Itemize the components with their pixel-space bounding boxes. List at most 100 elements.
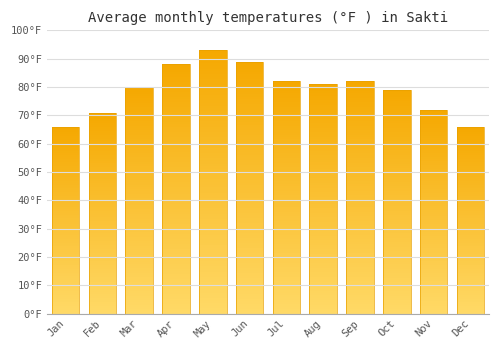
Bar xyxy=(199,303,226,306)
Bar xyxy=(236,175,264,177)
Bar xyxy=(383,199,410,202)
Bar xyxy=(272,286,300,288)
Bar xyxy=(162,87,190,89)
Bar xyxy=(420,269,448,271)
Bar xyxy=(346,98,374,100)
Bar xyxy=(383,153,410,155)
Bar xyxy=(420,177,448,179)
Bar xyxy=(236,296,264,299)
Bar xyxy=(272,290,300,293)
Bar xyxy=(199,56,226,58)
Bar xyxy=(162,97,190,99)
Bar xyxy=(272,158,300,160)
Bar xyxy=(199,251,226,253)
Bar xyxy=(88,173,116,175)
Bar xyxy=(88,157,116,159)
Bar xyxy=(236,104,264,107)
Bar xyxy=(420,128,448,130)
Bar xyxy=(272,262,300,265)
Bar xyxy=(383,144,410,146)
Bar xyxy=(236,145,264,147)
Bar xyxy=(456,301,484,302)
Bar xyxy=(310,148,337,151)
Bar xyxy=(88,125,116,127)
Bar xyxy=(52,259,80,261)
Bar xyxy=(52,217,80,218)
Bar xyxy=(310,266,337,268)
Bar xyxy=(346,186,374,188)
Bar xyxy=(383,173,410,175)
Bar xyxy=(236,218,264,220)
Bar xyxy=(126,216,153,218)
Bar xyxy=(272,184,300,186)
Bar xyxy=(88,163,116,165)
Bar xyxy=(88,199,116,201)
Bar xyxy=(126,148,153,150)
Bar xyxy=(52,190,80,192)
Bar xyxy=(272,242,300,244)
Bar xyxy=(52,288,80,289)
Bar xyxy=(346,149,374,151)
Bar xyxy=(310,142,337,144)
Bar xyxy=(199,190,226,192)
Bar xyxy=(310,199,337,201)
Title: Average monthly temperatures (°F ) in Sakti: Average monthly temperatures (°F ) in Sa… xyxy=(88,11,448,25)
Bar xyxy=(199,129,226,132)
Bar xyxy=(383,244,410,246)
Bar xyxy=(52,149,80,151)
Bar xyxy=(346,112,374,114)
Bar xyxy=(310,146,337,148)
Bar xyxy=(126,139,153,141)
Bar xyxy=(199,124,226,127)
Bar xyxy=(88,227,116,229)
Bar xyxy=(383,94,410,97)
Bar xyxy=(126,246,153,248)
Bar xyxy=(383,260,410,262)
Bar xyxy=(383,117,410,119)
Bar xyxy=(346,153,374,156)
Bar xyxy=(236,271,264,273)
Bar xyxy=(52,237,80,239)
Bar xyxy=(383,193,410,195)
Bar xyxy=(383,287,410,289)
Bar xyxy=(420,238,448,240)
Bar xyxy=(52,147,80,149)
Bar xyxy=(272,304,300,307)
Bar xyxy=(88,261,116,264)
Bar xyxy=(88,275,116,278)
Bar xyxy=(88,197,116,199)
Bar xyxy=(310,236,337,238)
Bar xyxy=(272,100,300,102)
Bar xyxy=(456,187,484,188)
Bar xyxy=(199,177,226,179)
Bar xyxy=(52,224,80,226)
Bar xyxy=(346,221,374,223)
Bar xyxy=(88,298,116,300)
Bar xyxy=(199,153,226,156)
Bar xyxy=(236,273,264,276)
Bar xyxy=(199,77,226,79)
Bar xyxy=(420,281,448,283)
Bar xyxy=(383,114,410,117)
Bar xyxy=(346,279,374,281)
Bar xyxy=(420,306,448,308)
Bar xyxy=(199,79,226,82)
Bar xyxy=(310,229,337,231)
Bar xyxy=(420,236,448,238)
Bar xyxy=(88,296,116,298)
Bar xyxy=(126,266,153,268)
Bar xyxy=(199,137,226,140)
Bar xyxy=(420,224,448,226)
Bar xyxy=(126,87,153,89)
Bar xyxy=(88,270,116,272)
Bar xyxy=(126,257,153,259)
Bar xyxy=(272,218,300,221)
Bar xyxy=(383,188,410,191)
Bar xyxy=(126,284,153,287)
Bar xyxy=(126,146,153,148)
Bar xyxy=(456,160,484,162)
Bar xyxy=(272,256,300,258)
Bar xyxy=(236,238,264,240)
Bar xyxy=(199,142,226,145)
Bar xyxy=(52,235,80,237)
